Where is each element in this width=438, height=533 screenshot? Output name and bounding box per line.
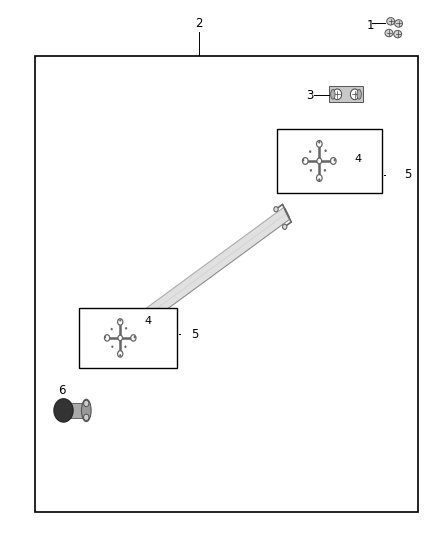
Circle shape (54, 399, 73, 422)
Circle shape (303, 158, 308, 164)
Ellipse shape (357, 90, 361, 99)
Circle shape (111, 328, 113, 330)
Polygon shape (115, 207, 290, 343)
Ellipse shape (127, 338, 131, 343)
Circle shape (119, 354, 121, 357)
Ellipse shape (81, 399, 91, 422)
Text: 5: 5 (404, 168, 411, 181)
Bar (64, 403, 86, 418)
Text: 4: 4 (355, 154, 362, 164)
Circle shape (125, 327, 127, 329)
Ellipse shape (331, 90, 335, 99)
Circle shape (131, 335, 136, 341)
Circle shape (317, 141, 322, 147)
Circle shape (331, 158, 336, 164)
Circle shape (302, 159, 304, 161)
Text: 2: 2 (195, 18, 203, 30)
Circle shape (117, 319, 123, 325)
Circle shape (104, 335, 110, 341)
Bar (35, 56, 418, 512)
Ellipse shape (283, 224, 287, 229)
Circle shape (325, 149, 327, 152)
Circle shape (317, 175, 322, 181)
Text: 3: 3 (307, 90, 314, 102)
Circle shape (350, 89, 359, 100)
Circle shape (104, 336, 106, 338)
Ellipse shape (274, 207, 278, 212)
Ellipse shape (395, 20, 403, 27)
Circle shape (84, 400, 89, 407)
Text: 1: 1 (366, 19, 374, 32)
Ellipse shape (385, 29, 393, 37)
Bar (277, 129, 382, 193)
Circle shape (318, 179, 321, 181)
Text: 6: 6 (58, 384, 66, 397)
Bar (79, 308, 177, 368)
Text: 4: 4 (145, 316, 152, 326)
Circle shape (134, 336, 136, 338)
Bar (329, 86, 363, 102)
Circle shape (324, 169, 326, 172)
Circle shape (317, 158, 321, 164)
Circle shape (118, 335, 123, 341)
Circle shape (84, 414, 89, 421)
Circle shape (333, 89, 342, 100)
Ellipse shape (394, 30, 402, 38)
Ellipse shape (118, 321, 123, 326)
Circle shape (119, 319, 121, 321)
Circle shape (318, 141, 321, 143)
Circle shape (111, 345, 113, 348)
Ellipse shape (387, 18, 395, 25)
Text: 5: 5 (191, 328, 198, 341)
Circle shape (124, 345, 127, 348)
Circle shape (334, 159, 336, 161)
Circle shape (310, 169, 312, 172)
Circle shape (309, 150, 311, 153)
Circle shape (117, 351, 123, 357)
